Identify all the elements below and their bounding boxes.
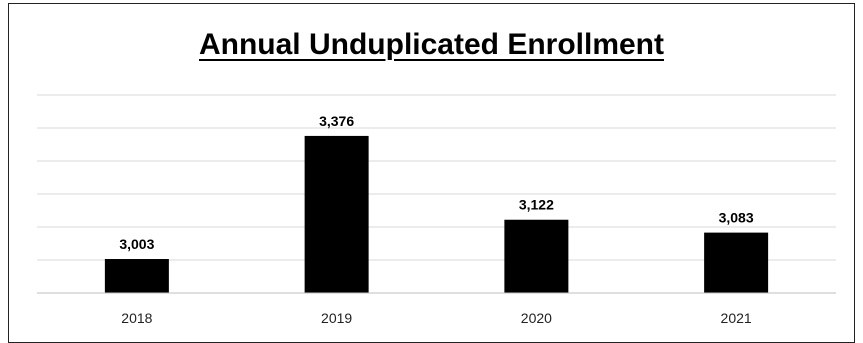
x-tick-label-2018: 2018: [121, 310, 152, 326]
x-tick-label-2019: 2019: [321, 310, 352, 326]
bar-2020: [504, 219, 569, 293]
value-label-2021: 3,083: [719, 210, 754, 226]
gridlines: [37, 94, 836, 261]
bar-chart: 3,003 3,376 3,122 3,083 2018 2019 2020 2021: [37, 94, 836, 326]
x-axis-tick-labels: 2018 2019 2020 2021: [121, 310, 752, 326]
x-tick-label-2021: 2021: [721, 310, 752, 326]
value-label-2018: 3,003: [119, 236, 154, 252]
x-tick-label-2020: 2020: [521, 310, 552, 326]
value-label-2020: 3,122: [519, 197, 554, 213]
bar-2018: [104, 259, 169, 293]
value-label-2019: 3,376: [319, 113, 354, 129]
bar-2019: [304, 135, 369, 293]
value-labels: 3,003 3,376 3,122 3,083: [119, 113, 753, 252]
bars: [104, 135, 769, 293]
bar-2021: [704, 232, 769, 293]
chart-title: Annual Unduplicated Enrollment: [198, 28, 664, 61]
